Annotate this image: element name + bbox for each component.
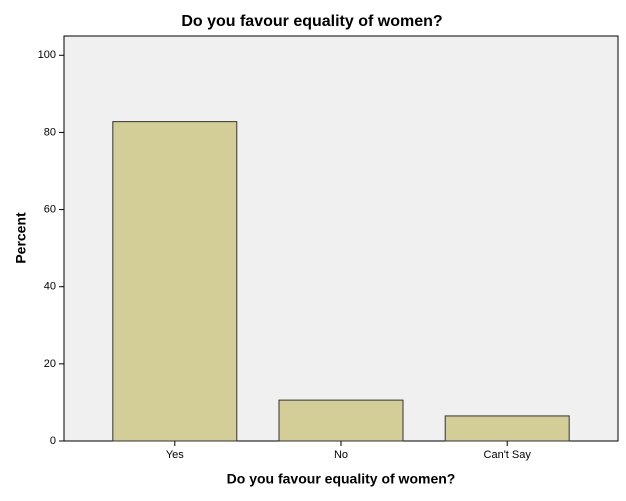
y-tick-label: 40 bbox=[44, 281, 56, 293]
y-tick-label: 20 bbox=[44, 358, 56, 370]
bar bbox=[112, 121, 238, 442]
y-tick-label: 60 bbox=[44, 203, 56, 215]
bar bbox=[278, 399, 404, 442]
y-tick-label: 0 bbox=[50, 435, 56, 447]
x-tick-label: Yes bbox=[166, 449, 184, 461]
chart-title: Do you favour equality of women? bbox=[181, 13, 442, 30]
y-tick-label: 100 bbox=[38, 49, 56, 61]
x-tick-label: Can't Say bbox=[484, 449, 532, 461]
x-axis-label: Do you favour equality of women? bbox=[227, 471, 456, 487]
x-tick-label: No bbox=[334, 449, 348, 461]
y-tick-label: 80 bbox=[44, 126, 56, 138]
y-axis-label: Percent bbox=[13, 212, 29, 264]
bar bbox=[444, 415, 570, 442]
